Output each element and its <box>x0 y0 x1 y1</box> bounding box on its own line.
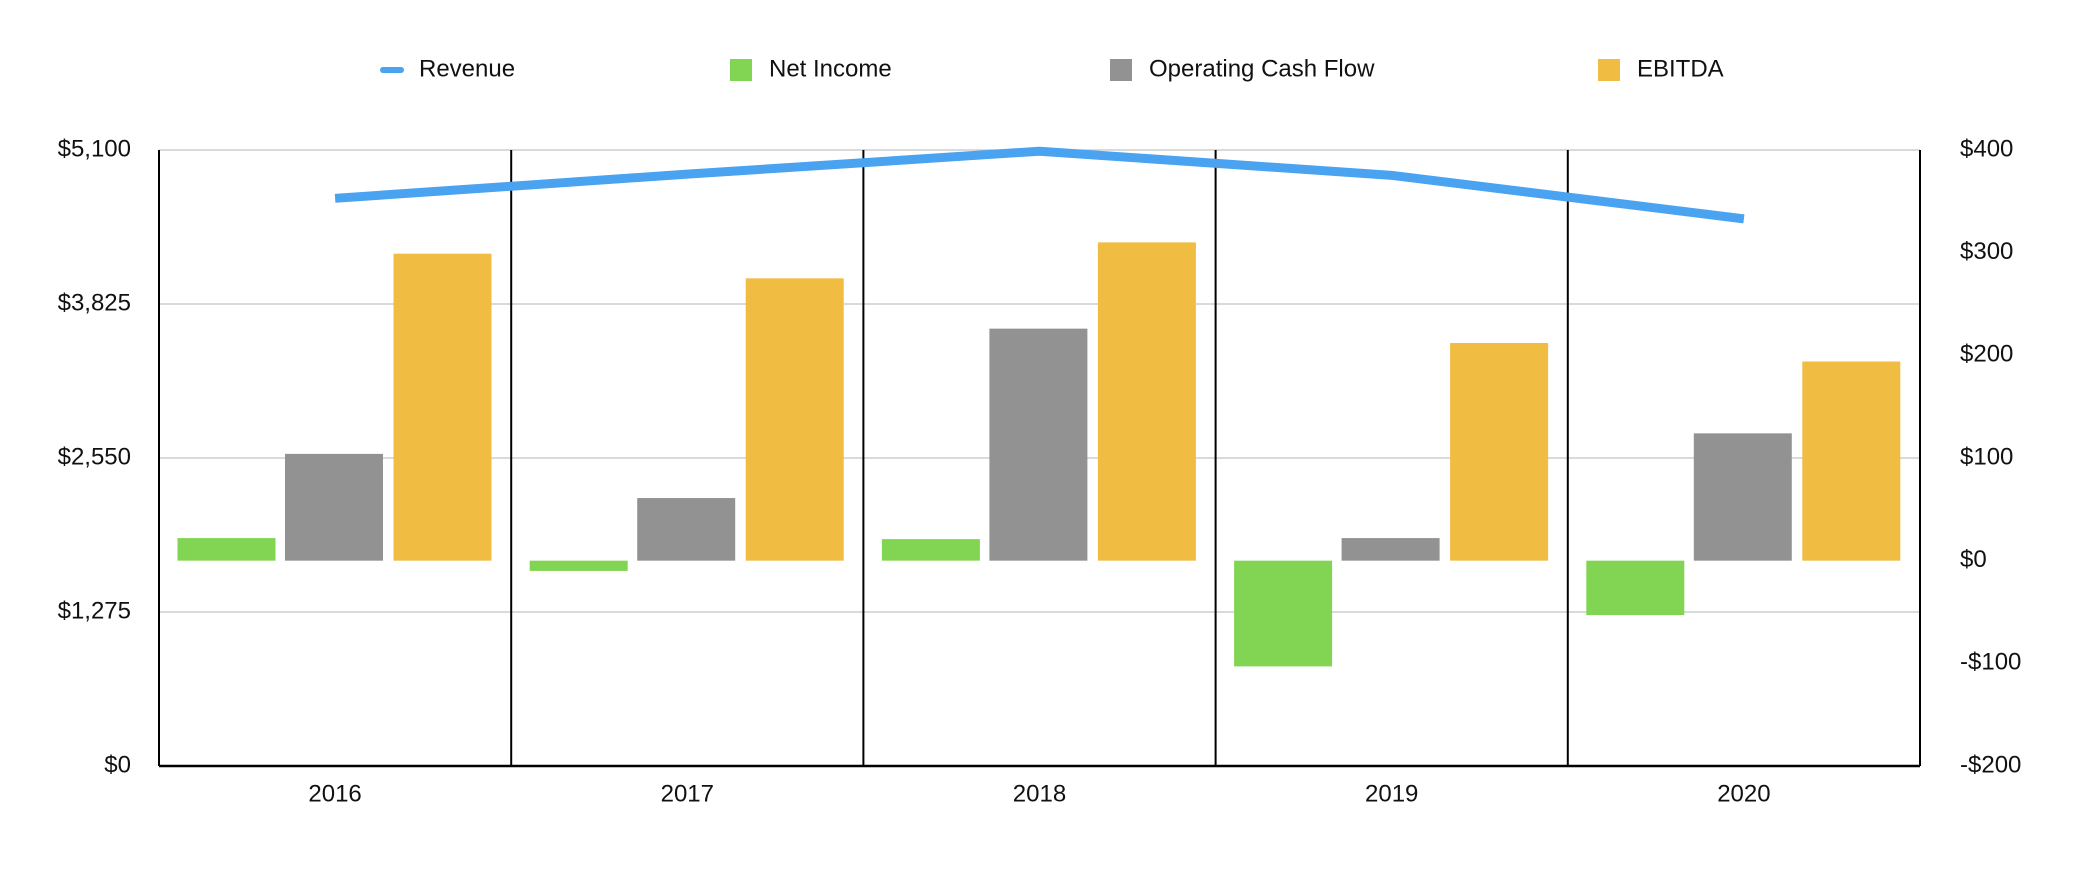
y2-tick-label: $200 <box>1960 341 2013 368</box>
bar <box>637 498 736 561</box>
y-tick-label: $1,275 <box>58 597 131 624</box>
y2-tick-label: $0 <box>1960 546 1987 573</box>
y-tick-label: $5,100 <box>58 135 131 162</box>
bar <box>285 453 383 561</box>
bar <box>881 539 980 561</box>
legend-swatch <box>730 59 752 81</box>
legend-label: EBITDA <box>1637 55 1724 82</box>
y2-tick-label: $100 <box>1960 443 2013 470</box>
y2-tick-label: $400 <box>1960 135 2013 162</box>
legend-swatch <box>1110 59 1132 81</box>
legend-swatch <box>1598 59 1620 81</box>
bar <box>1586 560 1685 616</box>
bar <box>1341 538 1440 561</box>
y2-tick-label: -$100 <box>1960 649 2021 676</box>
x-tick-label: 2016 <box>308 780 361 807</box>
x-tick-label: 2019 <box>1365 780 1418 807</box>
bar <box>529 560 628 571</box>
bar <box>393 253 492 561</box>
legend-label: Operating Cash Flow <box>1149 55 1375 82</box>
revenue-line <box>334 146 1745 224</box>
y-tick-label: $2,550 <box>58 443 131 470</box>
y-tick-label: $3,825 <box>58 289 131 316</box>
y2-tick-label: -$200 <box>1960 751 2021 778</box>
bar <box>745 278 844 561</box>
bar <box>1693 433 1792 561</box>
legend-swatch <box>380 67 404 73</box>
legend-label: Revenue <box>419 55 515 82</box>
y-tick-label: $0 <box>104 751 131 778</box>
x-tick-label: 2020 <box>1717 780 1770 807</box>
bar <box>1234 560 1333 667</box>
bar <box>1802 361 1901 561</box>
legend-label: Net Income <box>769 55 892 82</box>
y2-tick-label: $300 <box>1960 238 2013 265</box>
x-tick-label: 2017 <box>661 780 714 807</box>
bar <box>1450 343 1549 561</box>
bar <box>989 328 1088 561</box>
bar <box>177 538 276 561</box>
bar <box>1097 242 1196 561</box>
x-tick-label: 2018 <box>1013 780 1066 807</box>
